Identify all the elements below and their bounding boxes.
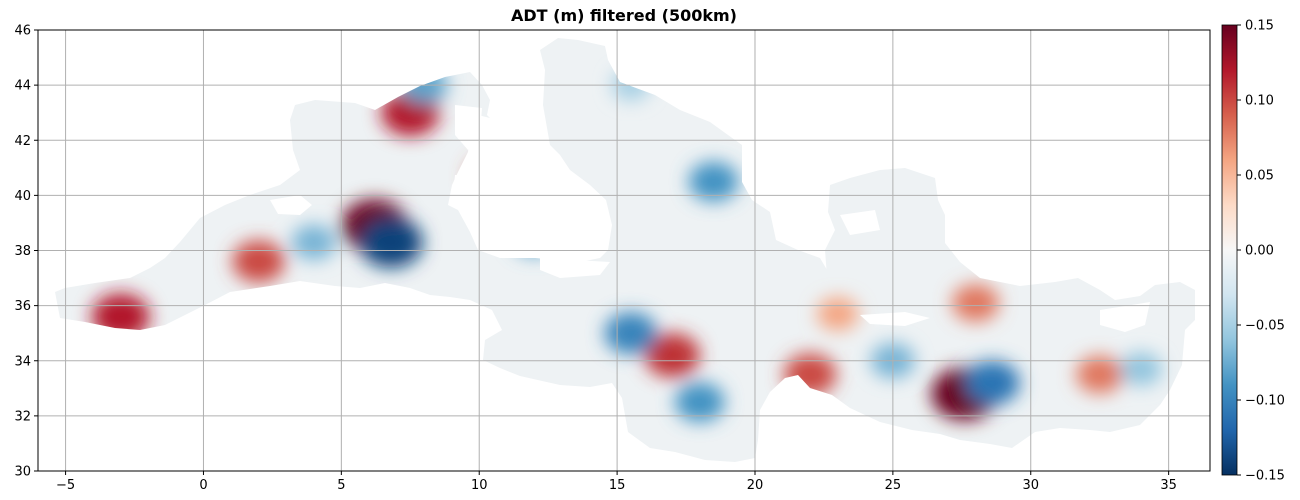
- chart-title: ADT (m) filtered (500km): [511, 6, 737, 25]
- colorbar-tick-label: −0.15: [1245, 469, 1285, 484]
- y-tick-label: 32: [14, 409, 31, 424]
- colorbar: 0.15 0.10 0.05 0.00 −0.05 −0.10 −0.15: [1221, 19, 1285, 484]
- colorbar-tick-label: 0.00: [1245, 244, 1274, 259]
- colorbar-tick-label: 0.10: [1245, 94, 1274, 109]
- colorbar-tick-label: −0.05: [1245, 319, 1285, 334]
- x-tick-label: −5: [56, 478, 75, 493]
- adt-anomaly: [291, 224, 336, 260]
- y-axis: 30 32 34 36 38 40 42 44 46: [14, 24, 38, 480]
- adt-anomaly: [232, 240, 285, 283]
- x-tick-label: 15: [609, 478, 626, 493]
- adt-anomaly: [1120, 352, 1162, 386]
- colorbar-tick-label: 0.05: [1245, 169, 1274, 184]
- x-axis: −5 0 5 10 15 20 25 30 35: [56, 471, 1177, 493]
- y-tick-label: 42: [14, 134, 31, 149]
- colorbar-tick-label: 0.15: [1245, 19, 1274, 34]
- colorbar-tick-label: −0.10: [1245, 394, 1285, 409]
- plot-frame: [37, 29, 1211, 472]
- x-tick-label: 5: [337, 478, 345, 493]
- adt-anomaly: [644, 333, 700, 378]
- x-tick-label: 35: [1160, 478, 1177, 493]
- adt-anomaly: [952, 284, 1000, 322]
- adt-anomaly: [1076, 355, 1124, 394]
- adt-anomaly: [604, 312, 658, 355]
- land-islands: [270, 105, 1150, 332]
- y-tick-label: 38: [14, 244, 31, 259]
- y-tick-label: 36: [14, 299, 31, 314]
- y-tick-label: 40: [14, 189, 31, 204]
- adt-anomaly: [359, 216, 423, 268]
- adt-anomaly: [816, 297, 859, 331]
- adt-anomaly: [964, 360, 1020, 405]
- x-tick-label: 10: [471, 478, 488, 493]
- x-tick-label: 20: [747, 478, 764, 493]
- y-tick-label: 34: [14, 354, 31, 369]
- y-tick-label: 30: [14, 465, 31, 480]
- x-tick-label: 25: [885, 478, 902, 493]
- adt-anomaly: [688, 161, 739, 202]
- x-tick-label: 30: [1022, 478, 1039, 493]
- x-tick-label: 0: [199, 478, 207, 493]
- adt-anomaly: [674, 382, 725, 422]
- colorbar-gradient: [1221, 24, 1238, 476]
- y-tick-label: 44: [14, 79, 31, 94]
- y-tick-label: 46: [14, 24, 31, 39]
